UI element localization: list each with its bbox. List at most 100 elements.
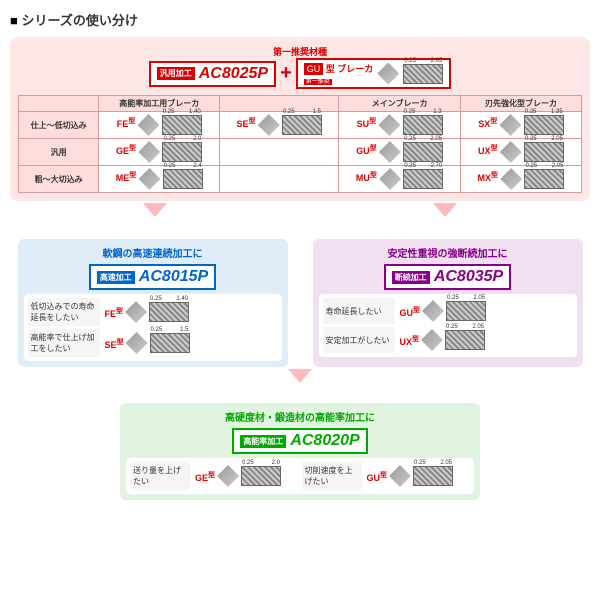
breaker-type-label: GU型 (356, 146, 377, 156)
sub-item-value: GE型 (193, 462, 299, 490)
matrix-col-header (19, 96, 99, 112)
sub-grade-badge: 高能率加工 AC8020P (232, 428, 367, 454)
matrix-cell: SE型 (220, 112, 339, 139)
sub-grade-box: 軟鋼の高速連続加工に高速加工 AC8015P 低切込みでの寿命延長をしたいFE型高能… (18, 239, 288, 367)
sub-item-label: 安定加工がしたい (323, 327, 395, 353)
matrix-cell: MU型 (339, 166, 461, 193)
sub-item-value: SE型 (103, 329, 278, 357)
cross-section-icon (162, 142, 202, 162)
arrow-down-icon (288, 369, 312, 383)
matrix-cell (220, 166, 339, 193)
insert-icon (389, 465, 411, 487)
cross-section-icon (445, 330, 485, 350)
insert-icon (126, 332, 148, 354)
sub-item-label: 送り量を上げたい (130, 462, 190, 490)
insert-icon (500, 141, 522, 163)
arrow-down-icon (143, 203, 167, 217)
breaker-type-label: GU型 (367, 470, 388, 483)
grade-tag: 高能率加工 (240, 435, 286, 448)
breaker-subtag: 第一推奨 (304, 79, 332, 85)
sub-item-value: GU型 (365, 462, 471, 490)
insert-icon (139, 168, 161, 190)
grade-name: AC8020P (290, 432, 359, 450)
sub-grade-box: 安定性重視の強断続加工に断続加工AC8035P寿命延長したいGU型安定加工がした… (313, 239, 583, 367)
sub-item-value: FE型 (103, 298, 278, 326)
sub-grade-badge: 断続加工 AC8035P (384, 264, 511, 290)
main-grade-box: 汎用加工 AC8025P (149, 61, 276, 87)
breaker-type-label: GE型 (116, 146, 136, 156)
sub-item-label: 寿命延長したい (323, 298, 395, 324)
breaker-type-label: GE型 (195, 470, 215, 483)
sub-item-value: UX型 (398, 327, 573, 353)
breaker-type-label: GU型 (400, 305, 421, 318)
grade-tag: 断続加工 (392, 271, 430, 284)
breaker-type-label: MU型 (356, 173, 377, 183)
arrow-down-icon (433, 203, 457, 217)
cross-section-icon (524, 115, 564, 135)
matrix-col-header: メインブレーカ (339, 96, 461, 112)
main-panel: 第一推奨材種 汎用加工 AC8025P + GU 型 ブレーカ 第一推奨 高能率… (10, 37, 590, 201)
sub-grades-row: 軟鋼の高速連続加工に高速加工 AC8015P 低切込みでの寿命延長をしたいFE型高能… (10, 239, 590, 367)
breaker-type-label: MX型 (477, 173, 498, 183)
breaker-matrix: 高能率加工用ブレーカ メインブレーカ刃先強化型ブレーカ 仕上～低切込み FE型 SE… (18, 95, 582, 193)
sub-caption: 軟鋼の高速連続加工に (24, 245, 282, 260)
sub-item-label: 高能率で仕上げ加工をしたい (28, 329, 100, 357)
sub-caption: 高硬度材・鍛造材の高能率加工に (126, 409, 474, 424)
grade-tag: 汎用加工 (157, 67, 195, 80)
sub-item-label: 切削速度を上げたい (302, 462, 362, 490)
cross-section-icon (403, 64, 443, 84)
top-grade-row: 汎用加工 AC8025P + GU 型 ブレーカ 第一推奨 (18, 58, 582, 89)
breaker-type-label: SE型 (237, 119, 256, 129)
matrix-row-label: 仕上～低切込み (19, 112, 99, 139)
breaker-tag: GU (304, 63, 324, 75)
sub-grade-badge: 高速加工 AC8015P (89, 264, 216, 290)
plus-icon: + (280, 62, 292, 85)
breaker-type-label: UX型 (478, 146, 498, 156)
insert-icon (377, 63, 399, 85)
cross-section-icon (403, 169, 443, 189)
sub-item-label: 低切込みでの寿命延長をしたい (28, 298, 100, 326)
grade-name: AC8015P (139, 268, 208, 286)
cross-section-icon (149, 302, 189, 322)
cross-section-icon (403, 115, 443, 135)
cross-section-icon (282, 115, 322, 135)
grade-tag: 高速加工 (97, 271, 135, 284)
breaker-type-label: UX型 (400, 334, 420, 347)
section-title: シリーズの使い分け (10, 10, 590, 29)
grade-name: AC8035P (434, 268, 503, 286)
insert-icon (258, 114, 280, 136)
insert-icon (138, 141, 160, 163)
insert-icon (500, 168, 522, 190)
cross-section-icon (446, 301, 486, 321)
breaker-type-label: FE型 (117, 119, 136, 129)
cross-section-icon (403, 142, 443, 162)
matrix-col-header: 刃先強化型ブレーカ (460, 96, 581, 112)
cross-section-icon (524, 142, 564, 162)
matrix-cell: MX型 (460, 166, 581, 193)
insert-icon (125, 301, 147, 323)
matrix-col-header: 高能率加工用ブレーカ (99, 96, 220, 112)
insert-icon (379, 168, 401, 190)
matrix-cell: ME型 (99, 166, 220, 193)
insert-icon (422, 300, 444, 322)
insert-icon (378, 114, 400, 136)
matrix-cell (220, 139, 339, 166)
matrix-row-label: 粗～大切込み (19, 166, 99, 193)
insert-icon (217, 465, 239, 487)
insert-icon (421, 329, 443, 351)
cross-section-icon (524, 169, 564, 189)
sub-grid: 寿命延長したい GU型安定加工がしたい UX型 (319, 294, 577, 357)
cross-section-icon (413, 466, 453, 486)
sub-grade-box: 高硬度材・鍛造材の高能率加工に高能率加工 AC8020P 送り量を上げたい GE型 切削… (120, 403, 480, 500)
cross-section-icon (241, 466, 281, 486)
cross-section-icon (163, 169, 203, 189)
breaker-suffix: 型 ブレーカ (326, 64, 374, 74)
breaker-type-label: SU型 (357, 119, 377, 129)
matrix-cell: FE型 (99, 112, 220, 139)
cross-section-icon (162, 115, 202, 135)
insert-icon (499, 114, 521, 136)
main-breaker-box: GU 型 ブレーカ 第一推奨 (296, 58, 452, 89)
cross-section-icon (150, 333, 190, 353)
matrix-cell: UX型 (460, 139, 581, 166)
insert-icon (138, 114, 160, 136)
